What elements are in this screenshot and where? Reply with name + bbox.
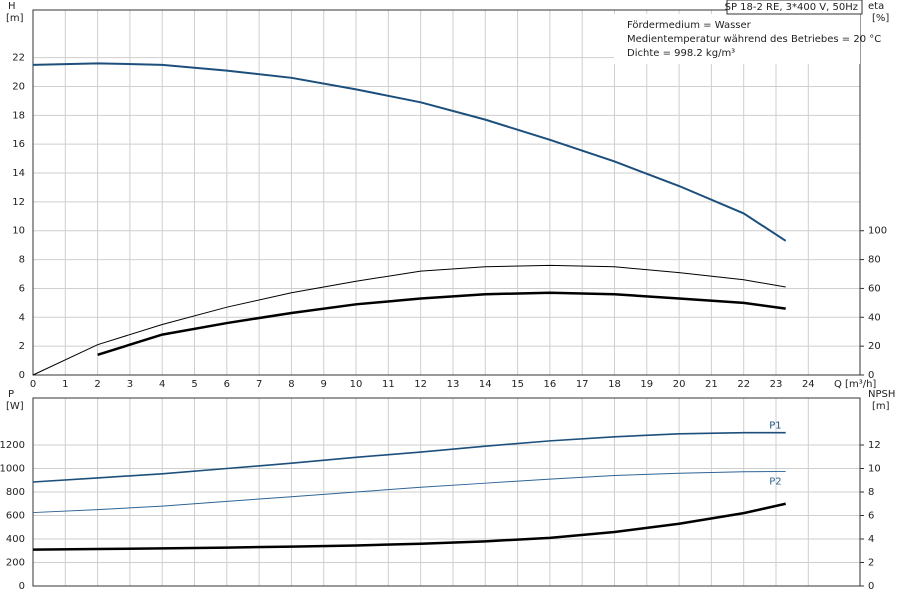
x-tick-label: 0 bbox=[30, 379, 36, 390]
x-tick-label: 2 bbox=[94, 379, 100, 390]
y2-tick-label: 2 bbox=[868, 558, 874, 569]
curve-label: P2 bbox=[769, 476, 781, 487]
y-tick-label: 200 bbox=[6, 558, 25, 569]
x-tick-label: 18 bbox=[608, 379, 621, 390]
y-axis-label: H bbox=[8, 1, 16, 12]
curve bbox=[32, 264, 786, 376]
info-box bbox=[614, 14, 860, 64]
y2-tick-label: 100 bbox=[868, 226, 887, 237]
y-axis-unit: [m] bbox=[6, 13, 24, 24]
y2-tick-label: 20 bbox=[868, 341, 881, 352]
y2-tick-label: 0 bbox=[868, 370, 874, 381]
x-tick-label: 3 bbox=[127, 379, 133, 390]
annotation: Dichte = 998.2 kg/m³ bbox=[627, 48, 735, 59]
curve bbox=[32, 62, 787, 242]
y-tick-label: 14 bbox=[12, 168, 25, 179]
x-tick-label: 10 bbox=[350, 379, 363, 390]
x-tick-label: 13 bbox=[447, 379, 460, 390]
curve bbox=[32, 470, 786, 514]
y-tick-label: 1000 bbox=[0, 464, 25, 475]
y-tick-label: 10 bbox=[12, 226, 25, 237]
curve-label: P1 bbox=[769, 421, 781, 432]
y2-tick-label: 6 bbox=[868, 511, 874, 522]
y-axis-unit: [W] bbox=[6, 401, 24, 412]
y-tick-label: 16 bbox=[12, 139, 25, 150]
x-tick-label: 19 bbox=[640, 379, 653, 390]
y-tick-label: 22 bbox=[12, 53, 25, 64]
x-axis-label: Q [m³/h] bbox=[834, 379, 876, 390]
x-tick-label: 16 bbox=[544, 379, 557, 390]
x-tick-label: 12 bbox=[414, 379, 427, 390]
y2-axis-unit: [m] bbox=[872, 401, 890, 412]
y2-tick-label: 60 bbox=[868, 283, 881, 294]
x-tick-label: 8 bbox=[288, 379, 294, 390]
plot-frame bbox=[32, 397, 861, 587]
chart-title: SP 18-2 RE, 3*400 V, 50Hz bbox=[725, 2, 858, 13]
x-tick-label: 17 bbox=[576, 379, 589, 390]
y-axis-label: P bbox=[8, 389, 14, 400]
y-tick-label: 12 bbox=[12, 197, 25, 208]
curve bbox=[32, 502, 786, 551]
x-tick-label: 5 bbox=[191, 379, 197, 390]
y-tick-label: 6 bbox=[19, 283, 25, 294]
y-tick-label: 2 bbox=[19, 341, 25, 352]
y2-axis-label: eta bbox=[868, 1, 884, 12]
y2-axis-label: NPSH bbox=[868, 389, 895, 400]
y-tick-label: 400 bbox=[6, 534, 25, 545]
x-tick-label: 14 bbox=[479, 379, 492, 390]
y-tick-label: 8 bbox=[19, 255, 25, 266]
y2-tick-label: 8 bbox=[868, 487, 874, 498]
x-tick-label: 21 bbox=[705, 379, 718, 390]
y2-tick-label: 80 bbox=[868, 255, 881, 266]
y2-tick-label: 10 bbox=[868, 464, 881, 475]
y2-tick-label: 4 bbox=[868, 534, 874, 545]
y2-tick-label: 0 bbox=[868, 581, 874, 592]
y2-tick-label: 40 bbox=[868, 312, 881, 323]
y2-axis-unit: [%] bbox=[872, 13, 889, 24]
x-tick-label: 24 bbox=[802, 379, 815, 390]
x-tick-label: 15 bbox=[511, 379, 524, 390]
x-tick-label: 11 bbox=[382, 379, 395, 390]
curve bbox=[32, 431, 786, 483]
y-tick-label: 0 bbox=[19, 581, 25, 592]
curve bbox=[97, 291, 786, 356]
annotation: Fördermedium = Wasser bbox=[627, 20, 752, 31]
y-tick-label: 4 bbox=[19, 312, 25, 323]
y-tick-label: 18 bbox=[12, 110, 25, 121]
x-tick-label: 7 bbox=[256, 379, 262, 390]
x-tick-label: 4 bbox=[159, 379, 165, 390]
x-tick-label: 9 bbox=[321, 379, 327, 390]
y-tick-label: 600 bbox=[6, 511, 25, 522]
plot-frame bbox=[32, 9, 861, 376]
x-label-bg bbox=[818, 377, 860, 391]
y-tick-label: 20 bbox=[12, 81, 25, 92]
x-tick-label: 20 bbox=[673, 379, 686, 390]
y2-tick-label: 12 bbox=[868, 440, 881, 451]
annotation: Medientemperatur während des Betriebes =… bbox=[627, 34, 881, 45]
y-tick-label: 1200 bbox=[0, 440, 25, 451]
y-tick-label: 800 bbox=[6, 487, 25, 498]
x-tick-label: 6 bbox=[224, 379, 230, 390]
x-tick-label: 22 bbox=[737, 379, 750, 390]
x-tick-label: 23 bbox=[770, 379, 783, 390]
x-tick-label: 1 bbox=[62, 379, 68, 390]
y-tick-label: 0 bbox=[19, 370, 25, 381]
title-box bbox=[726, 0, 863, 15]
